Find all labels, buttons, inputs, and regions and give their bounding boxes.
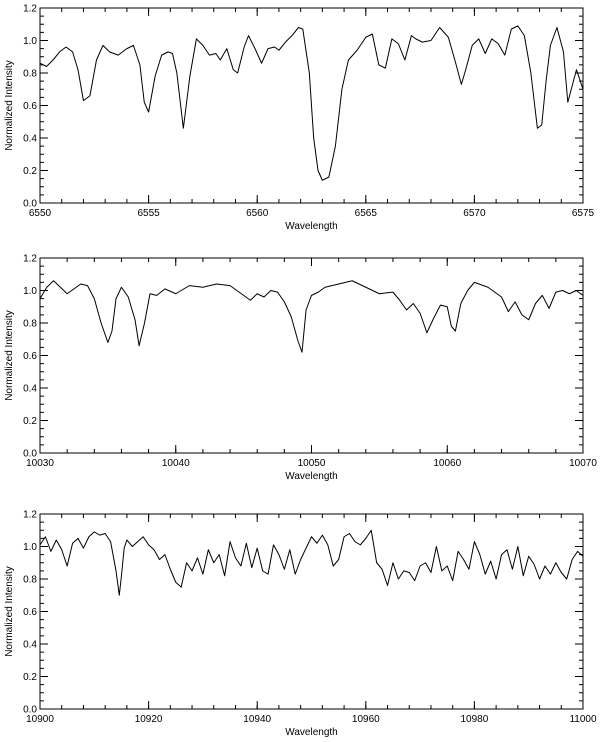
y-tick-label: 0.0 xyxy=(23,449,37,460)
y-tick-label: 1.2 xyxy=(23,510,37,521)
x-tick-label: 10980 xyxy=(460,714,488,725)
y-tick-label: 0.0 xyxy=(23,705,37,716)
y-tick-label: 0.0 xyxy=(23,199,37,210)
x-tick-label: 10060 xyxy=(433,458,461,469)
panel-3: 10900 10920 10940 10960 10980 11000 0.0 0.2 0.4 0… xyxy=(4,510,597,739)
panel-1: 6550 6555 6560 6565 6570 6575 0.0 0.2 0.4 0.6 0.8 1… xyxy=(4,4,595,233)
y-tick-label: 1.0 xyxy=(23,286,37,297)
x-tick-label: 10040 xyxy=(162,458,190,469)
y-axis-label: Normalized Intensity xyxy=(4,60,15,151)
y-tick-label: 0.2 xyxy=(23,166,37,177)
x-tick-label: 6570 xyxy=(463,208,486,219)
y-tick-label: 0.6 xyxy=(23,101,37,112)
x-axis-label: Wavelength xyxy=(285,727,337,738)
x-tick-label: 10960 xyxy=(352,714,380,725)
x-tick-label: 6550 xyxy=(29,208,52,219)
x-axis-label: Wavelength xyxy=(285,221,337,232)
x-tick-label: 6575 xyxy=(572,208,595,219)
y-axis-label: Normalized Intensity xyxy=(4,566,15,657)
y-tick-label: 1.0 xyxy=(23,542,37,553)
x-tick-label: 10070 xyxy=(569,458,597,469)
y-axis-label: Normalized Intensity xyxy=(4,310,15,401)
x-tick-label: 10050 xyxy=(298,458,326,469)
y-tick-label: 0.4 xyxy=(23,640,37,651)
y-tick-label: 0.8 xyxy=(23,69,37,80)
plot-frame xyxy=(39,513,584,710)
x-tick-label: 6555 xyxy=(137,208,160,219)
spectrum-line xyxy=(40,280,583,353)
x-axis-label: Wavelength xyxy=(285,471,337,482)
x-tick-label: 11000 xyxy=(569,714,597,725)
y-tick-label: 0.4 xyxy=(23,384,37,395)
spectrum-line xyxy=(40,529,583,596)
x-tick-label: 10030 xyxy=(26,458,54,469)
y-tick-label: 0.8 xyxy=(23,319,37,330)
y-tick-label: 0.2 xyxy=(23,416,37,427)
x-tick-label: 6560 xyxy=(246,208,269,219)
y-tick-label: 0.8 xyxy=(23,575,37,586)
spectrum-line xyxy=(40,25,583,181)
y-tick-label: 0.4 xyxy=(23,134,37,145)
x-tick-label: 10900 xyxy=(26,714,54,725)
y-tick-label: 0.6 xyxy=(23,607,37,618)
y-tick-label: 0.6 xyxy=(23,351,37,362)
x-tick-label: 6565 xyxy=(355,208,378,219)
x-tick-label: 10940 xyxy=(243,714,271,725)
panel-2: 10030 10040 10050 10060 10070 0.0 0.2 0.4 0.6 0.8… xyxy=(4,254,597,483)
y-tick-label: 1.2 xyxy=(23,4,37,15)
y-tick-label: 1.0 xyxy=(23,36,37,47)
y-tick-label: 0.2 xyxy=(23,672,37,683)
x-tick-label: 10920 xyxy=(135,714,163,725)
y-tick-label: 1.2 xyxy=(23,254,37,265)
